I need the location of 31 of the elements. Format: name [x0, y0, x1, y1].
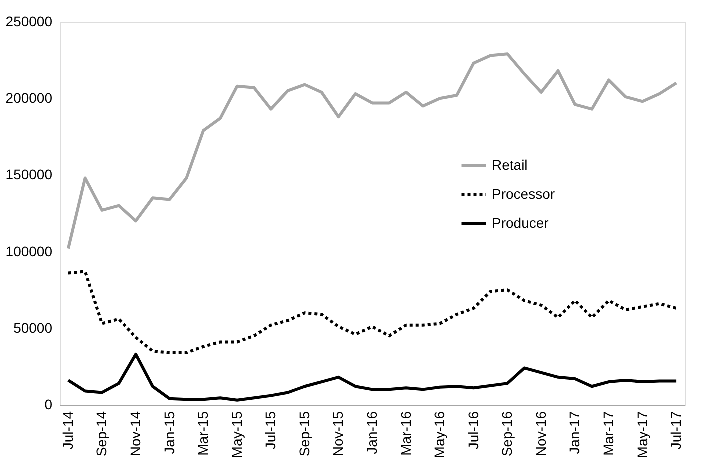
x-tick-label: Sep-14	[94, 411, 110, 457]
x-tick-label: May-17	[634, 411, 650, 458]
x-tick-label: May-16	[432, 411, 448, 458]
x-tick-label: Mar-15	[195, 411, 212, 456]
x-tick-label: Jul-15	[262, 411, 279, 450]
y-tick-label: 150000	[6, 166, 53, 183]
line-series	[66, 352, 678, 402]
x-tick-label: May-15	[228, 411, 245, 458]
legend-label: Retail	[492, 157, 528, 173]
x-tick-label: Mar-17	[600, 411, 616, 456]
x-tick-label: Jul-16	[465, 411, 482, 450]
y-tick-label: 0	[44, 396, 53, 412]
legend-label: Processor	[492, 186, 556, 202]
x-tick-label: Sep-16	[499, 411, 516, 457]
x-tick-label: Jul-17	[668, 411, 684, 450]
x-tick-label: Jan-17	[566, 411, 583, 454]
x-tick-label: Mar-16	[398, 411, 414, 456]
x-tick-label: Nov-15	[330, 411, 346, 457]
y-tick-label: 50000	[14, 320, 53, 336]
x-tick-label: Nov-14	[128, 411, 144, 457]
x-tick-label: Jul-14	[60, 411, 76, 450]
y-tick-label: 100000	[6, 243, 53, 260]
line-series	[66, 270, 678, 354]
x-tick-label: Jan-16	[364, 411, 380, 454]
y-tick-label: 250000	[6, 14, 53, 30]
y-tick-label: 200000	[6, 90, 53, 106]
x-tick-label: Nov-16	[532, 411, 549, 457]
line-series	[66, 52, 678, 250]
x-tick-label: Sep-15	[296, 411, 312, 457]
x-tick-label: Jan-15	[161, 411, 178, 454]
legend-label: Producer	[492, 215, 550, 231]
